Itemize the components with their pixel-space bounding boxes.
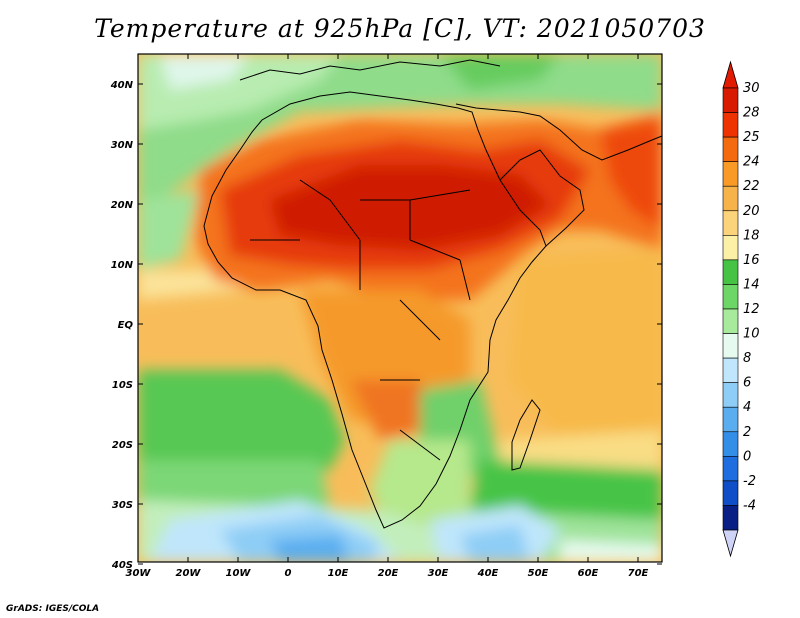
latitude-axis: 40N 30N 20N 10N EQ 10S 20S 30S 40S <box>110 80 662 571</box>
africa-outline <box>203 91 547 529</box>
arabia-outline <box>499 149 585 247</box>
lat-tick-label: 10N <box>111 260 134 271</box>
colorbar-label: 25 <box>743 130 760 145</box>
colorbar-bottom-arrow <box>722 529 739 558</box>
lat-tick-label: 30S <box>112 500 133 511</box>
colorbar-label: 14 <box>743 277 760 292</box>
longitude-axis: 30W 20W 10W 0 10E 20E 30E 40E 50E 60E 70E <box>126 54 649 579</box>
colorbar-segment <box>722 185 739 212</box>
colorbar-segment <box>722 284 739 310</box>
colorbar-segment <box>722 235 739 261</box>
madagascar-outline <box>511 399 541 471</box>
lat-tick-label: 40N <box>110 80 134 91</box>
colorbar-label: 20 <box>743 204 760 219</box>
colorbar-segment <box>722 456 739 482</box>
lon-tick-label: 40E <box>477 568 499 579</box>
colorbar-segment <box>722 431 739 457</box>
colorbar-label: 4 <box>743 400 751 415</box>
lat-tick-label: 10S <box>112 380 133 391</box>
colorbar-label: 24 <box>743 155 760 170</box>
colorbar-segment <box>722 382 739 408</box>
colorbar-label: 0 <box>743 449 751 464</box>
map-frame <box>137 53 663 563</box>
lon-tick-label: 50E <box>528 568 549 579</box>
colorbar-segment <box>722 112 739 138</box>
colorbar-segment <box>722 333 739 359</box>
lon-tick-label: 30W <box>126 568 152 579</box>
colorbar-segment <box>722 259 739 285</box>
colorbar-label: 2 <box>743 425 751 440</box>
lat-tick-label: 20S <box>112 440 133 451</box>
lat-tick-label: 20N <box>111 200 134 211</box>
lon-tick-label: 70E <box>628 568 649 579</box>
colorbar-segment <box>722 308 739 334</box>
colorbar-segment <box>722 505 739 531</box>
colorbar-label: 18 <box>743 228 760 243</box>
temperature-field <box>138 54 662 562</box>
colorbar-label: 28 <box>743 106 760 121</box>
colorbar-label: 12 <box>743 302 760 317</box>
colorbar-label: 16 <box>743 253 760 268</box>
colorbar-segment <box>722 210 739 236</box>
colorbar-label: 22 <box>743 179 760 194</box>
colorbar-segment <box>722 87 739 113</box>
colorbar-label: -4 <box>743 498 756 513</box>
lon-tick-label: 20E <box>378 568 399 579</box>
colorbar-segment <box>722 406 739 433</box>
lon-tick-label: 10E <box>328 568 349 579</box>
lon-tick-label: 30E <box>428 568 449 579</box>
colorbar-label: 6 <box>743 376 751 391</box>
lat-tick-label: EQ <box>118 320 134 331</box>
map-title: Temperature at 925hPa [C], VT: 202105070… <box>94 14 706 43</box>
grads-credit: GrADS: IGES/COLA <box>6 604 100 614</box>
colorbar-segment <box>722 357 739 383</box>
colorbar-label: -2 <box>743 474 756 489</box>
lon-tick-label: 10W <box>226 568 252 579</box>
asia-coast <box>455 103 662 161</box>
lon-tick-label: 20W <box>176 568 202 579</box>
lon-tick-label: 60E <box>578 568 599 579</box>
country-borders <box>250 179 471 461</box>
colorbar-label: 30 <box>743 81 760 96</box>
lon-tick-label: 0 <box>285 568 292 579</box>
lat-tick-label: 30N <box>111 140 134 151</box>
coastlines <box>203 59 662 529</box>
colorbar-label: 8 <box>743 351 751 366</box>
colorbar-segment <box>722 161 739 187</box>
lat-tick-label: 40S <box>111 560 133 571</box>
colorbar-segment <box>722 136 739 162</box>
colorbar-segment <box>722 480 739 506</box>
colorbar-label: 10 <box>743 327 760 342</box>
colorbar-top-arrow <box>722 60 739 89</box>
europe-coast <box>239 59 501 81</box>
